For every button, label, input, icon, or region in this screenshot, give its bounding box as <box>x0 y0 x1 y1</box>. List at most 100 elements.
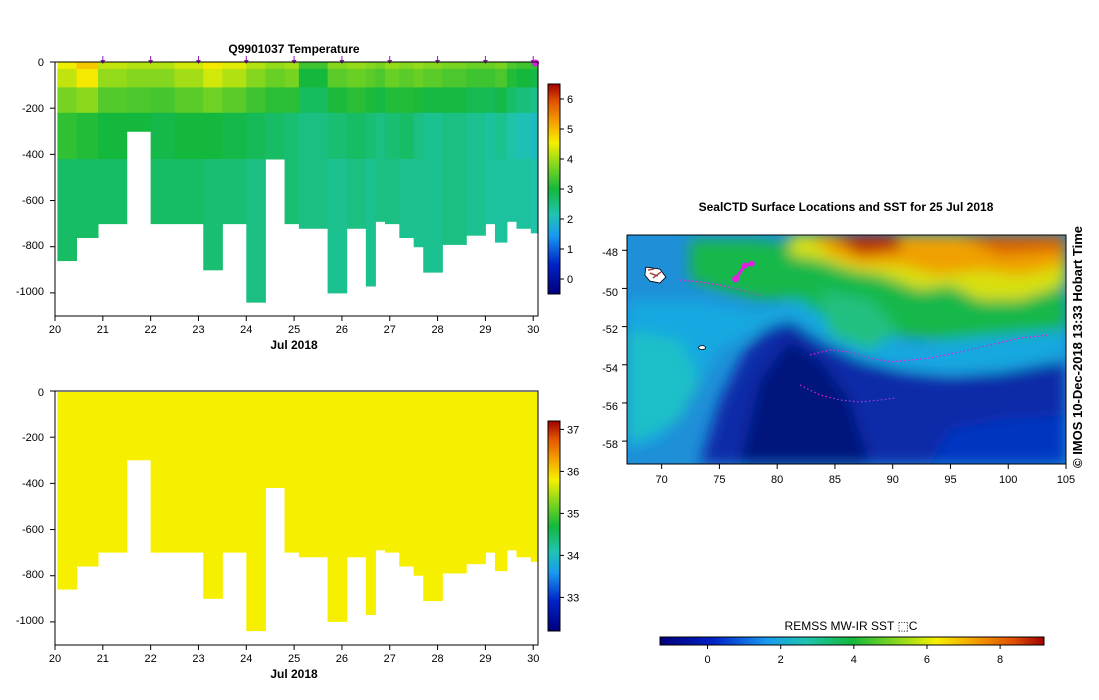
temperature-profile-column <box>494 62 508 243</box>
temperature-profile-column <box>375 62 386 222</box>
map-latitude-axis: -48 -50 -52 -54 -56 -58 <box>602 247 627 451</box>
temperature-cell <box>203 62 223 70</box>
temperature-profile-column <box>298 62 329 229</box>
temperature-colorbar <box>547 83 561 295</box>
temperature-cell <box>98 87 128 114</box>
temperature-cell <box>150 87 176 114</box>
temperature-profile-column <box>98 62 128 225</box>
temperature-cell <box>423 158 443 273</box>
temperature-profile-column <box>516 62 532 229</box>
temperature-cell <box>530 112 539 160</box>
temperature-cell <box>246 68 266 88</box>
x-tick-label: 29 <box>479 324 491 336</box>
temperature-y-axis: 0 -200 -400 -600 -800 -1000 <box>16 57 55 298</box>
temperature-profile-column <box>222 62 247 225</box>
salinity-cell <box>365 392 376 615</box>
x-tick-label: 30 <box>527 653 539 665</box>
temperature-cell <box>399 158 415 238</box>
salinity-cell <box>506 392 517 551</box>
temperature-cell <box>384 87 400 114</box>
y-tick-label: 0 <box>38 57 44 69</box>
x-tick-label: 30 <box>527 324 539 336</box>
salinity-cell <box>298 392 329 558</box>
y-tick-label: -200 <box>22 432 44 444</box>
sst-water-masses <box>627 235 1066 464</box>
sst-colorbar <box>659 636 1045 646</box>
x-tick-label: 22 <box>145 653 157 665</box>
temperature-profile-column <box>284 62 300 225</box>
temperature-cell <box>375 158 386 222</box>
colorbar-tick-label: 1 <box>567 244 573 256</box>
temperature-cell <box>399 68 415 88</box>
temperature-cell <box>365 68 376 88</box>
temperature-cell <box>442 68 467 88</box>
temperature-cell <box>298 68 329 88</box>
temperature-plot-frame <box>54 61 539 317</box>
temperature-cell <box>506 158 517 222</box>
lon-tick-label: 105 <box>1057 474 1075 486</box>
colorbar-tick-label: 2 <box>567 214 573 226</box>
temperature-cell <box>346 62 367 70</box>
salinity-cell <box>375 392 386 551</box>
colorbar-tick-label: 5 <box>567 124 573 136</box>
temperature-cell <box>516 62 532 70</box>
lon-tick-label: 90 <box>887 474 899 486</box>
lon-tick-label: 100 <box>999 474 1017 486</box>
sst-cold-region-east <box>930 415 1066 464</box>
temperature-cell <box>57 87 78 114</box>
temperature-cell <box>98 68 128 88</box>
y-tick-label: -1000 <box>16 286 44 298</box>
temperature-profile-column <box>399 62 415 238</box>
temperature-cell <box>327 62 348 70</box>
temperature-cell <box>442 112 467 160</box>
temperature-cell <box>530 68 539 88</box>
map-longitude-axis: 70 75 80 85 90 95 100 105 <box>656 464 1075 486</box>
temperature-cell <box>384 158 400 225</box>
salinity-cell <box>126 392 152 461</box>
temperature-cell <box>174 68 204 88</box>
sst-green-patch <box>820 290 900 350</box>
salinity-cell <box>203 392 223 599</box>
temperature-cell <box>76 87 99 114</box>
temperature-cell <box>174 158 204 225</box>
temperature-cell <box>203 68 223 88</box>
y-tick-label: -1000 <box>16 615 44 627</box>
temperature-profile-column <box>413 62 424 248</box>
temperature-cell <box>375 112 386 160</box>
x-tick-label: 21 <box>97 324 109 336</box>
salinity-cell <box>423 392 443 602</box>
temperature-cell <box>516 158 532 229</box>
salinity-cell <box>222 392 247 553</box>
salinity-cell <box>98 392 128 553</box>
lon-tick-label: 70 <box>656 474 668 486</box>
temperature-profile-column <box>506 62 517 222</box>
x-tick-label: 27 <box>384 653 396 665</box>
salinity-cell <box>57 392 78 590</box>
temperature-profile-column <box>346 62 367 229</box>
temperature-cell <box>98 112 128 160</box>
island-kerguelen-detail <box>647 268 662 279</box>
sst-teal-patch <box>627 330 700 440</box>
temperature-cell <box>298 62 329 70</box>
salinity-colorbar <box>547 420 561 632</box>
temperature-cell <box>327 87 348 114</box>
temperature-cell <box>442 87 467 114</box>
temperature-cell <box>126 112 152 132</box>
temperature-cell <box>466 87 486 114</box>
map-frame <box>626 234 1067 465</box>
temperature-cell <box>375 68 386 88</box>
temperature-cell <box>57 158 78 262</box>
temperature-profile-column <box>466 62 486 236</box>
temperature-cell <box>399 112 415 160</box>
x-tick-label: 24 <box>240 653 252 665</box>
x-tick-label: 25 <box>288 324 300 336</box>
temperature-cell <box>203 87 223 114</box>
lat-tick-label: -52 <box>602 324 618 336</box>
temperature-cell <box>284 68 300 88</box>
temperature-cell <box>485 62 496 70</box>
temperature-cell <box>365 87 376 114</box>
temperature-cell <box>57 62 78 70</box>
temperature-cell <box>466 112 486 160</box>
temperature-cell <box>494 158 508 243</box>
lat-tick-label: -50 <box>602 287 618 299</box>
